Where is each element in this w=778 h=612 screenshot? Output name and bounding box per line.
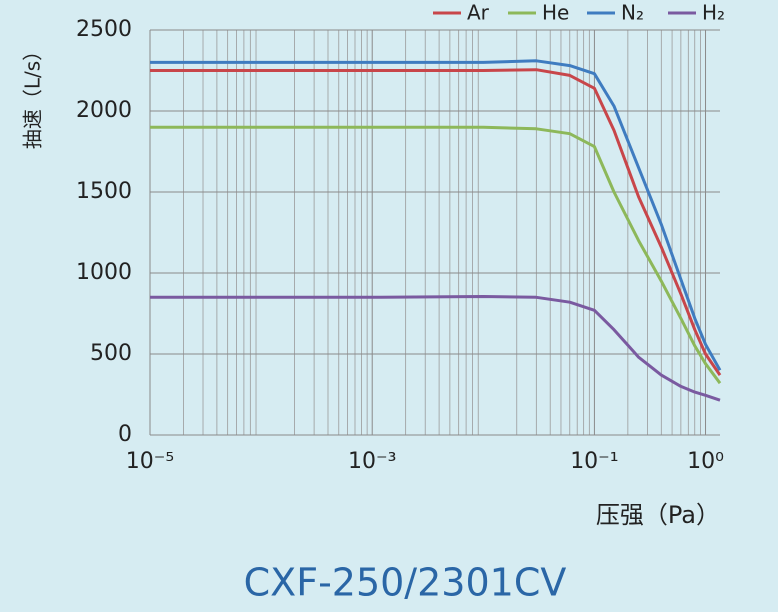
x-tick-label: 10⁻⁵: [126, 449, 174, 474]
y-tick-label: 0: [118, 422, 132, 447]
x-tick-label: 10⁻³: [348, 449, 396, 474]
x-tick-label: 10⁻¹: [570, 449, 618, 474]
series-line: [150, 68, 722, 376]
x-axis-label: 压强（Pa）: [596, 501, 720, 529]
y-tick-label: 2000: [76, 98, 132, 123]
y-tick-label: 2500: [76, 17, 132, 42]
series-line: [150, 125, 722, 385]
chart-title: CXF-250/2301CV: [244, 561, 567, 605]
legend-label: H₂: [702, 1, 725, 25]
y-tick-label: 1500: [76, 179, 132, 204]
y-tick-label: 1000: [76, 260, 132, 285]
y-axis-label: 抽速（L/s）: [21, 41, 45, 149]
legend-label: N₂: [621, 1, 644, 25]
y-tick-label: 500: [90, 341, 132, 366]
x-tick-label: 10⁰: [687, 449, 724, 474]
series-line: [150, 59, 722, 371]
legend-label: Ar: [467, 1, 490, 25]
series-line: [150, 295, 721, 402]
legend-label: He: [542, 1, 569, 25]
